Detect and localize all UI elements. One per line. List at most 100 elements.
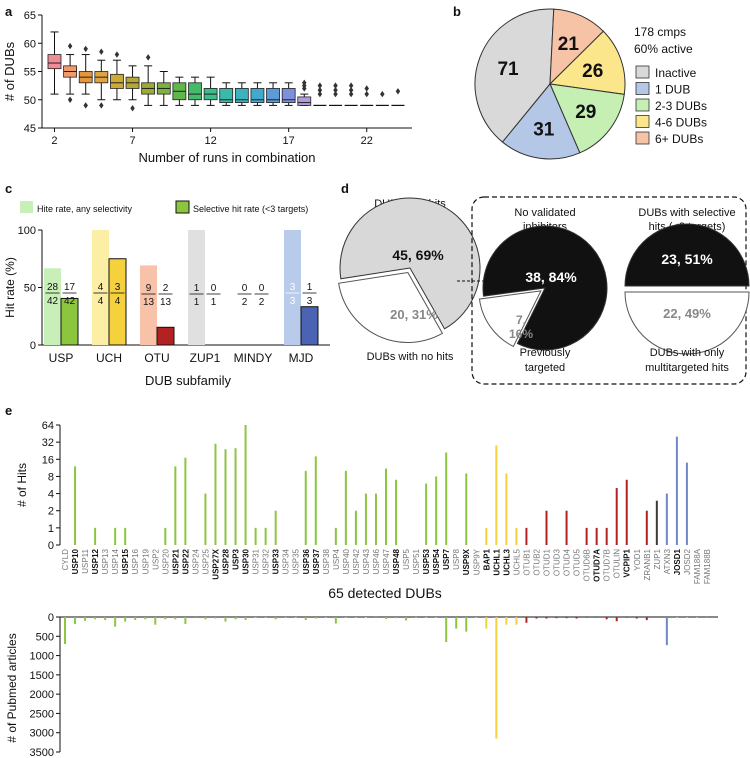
pie-major-label: 45, 69%	[392, 247, 444, 263]
box-body	[250, 88, 265, 103]
box-body	[188, 82, 202, 101]
outlier-point	[364, 85, 369, 92]
outlier-point	[380, 90, 385, 98]
outlier-point	[99, 102, 104, 109]
category-label: MJD	[289, 351, 314, 365]
x-tick-label: 7	[129, 135, 135, 147]
dub-category-label: FAM188A	[693, 548, 702, 584]
pie-slice-minor	[624, 291, 750, 355]
outlier-point	[333, 86, 338, 94]
box-12	[203, 76, 218, 106]
dub-category-label: OTUD7B	[603, 549, 612, 581]
y-tick-label: 64	[42, 420, 54, 432]
dub-category-label: USP37	[312, 548, 321, 574]
box-body	[219, 88, 234, 103]
dub-category-label: YOD1	[633, 548, 642, 570]
legend-swatch	[175, 200, 190, 214]
outlier-point	[317, 86, 323, 94]
dub-category-label: USP10	[71, 548, 80, 574]
dub-category-label: USP28	[222, 548, 231, 574]
y-tick-label: 1000	[30, 651, 54, 663]
fraction-denominator: 1	[211, 297, 217, 308]
fraction-denominator: 42	[47, 296, 59, 307]
x-axis-title: Number of runs in combination	[138, 150, 315, 165]
legend-label: Selective hit rate (<3 targets)	[193, 204, 308, 214]
y-tick-label: 60	[24, 38, 36, 50]
dub-category-label: USP36	[302, 548, 311, 574]
box-3	[63, 54, 78, 95]
outlier-point	[348, 86, 354, 94]
dub-category-label: OTULIN	[613, 549, 622, 579]
dub-category-label: USP31	[252, 548, 261, 574]
y-tick-label: 4	[48, 489, 54, 501]
pie-caption: DUBs with no hits	[367, 351, 454, 363]
bar-selective-hit-rate	[156, 326, 175, 346]
bar-selective-hit-rate	[60, 297, 79, 346]
dub-category-label: USP40	[342, 548, 351, 574]
dub-category-label: USP2	[151, 548, 160, 569]
legend-swatch	[635, 98, 650, 112]
fraction-numerator: 17	[64, 282, 76, 293]
legend-label: 4-6 DUBs	[655, 116, 707, 130]
fraction-denominator: 3	[290, 296, 296, 307]
fraction-numerator: 4	[98, 282, 104, 293]
category-label: MINDY	[234, 351, 273, 365]
dub-category-label: OTUD5	[573, 548, 582, 576]
category-label: ZUP1	[190, 351, 221, 365]
annotation-line: 60% active	[634, 42, 693, 56]
pie-caption: targeted	[525, 362, 565, 374]
box-5	[94, 59, 109, 101]
dub-category-label: UCHL1	[492, 548, 501, 575]
legend-swatch	[20, 201, 33, 213]
pie-title: No validated	[514, 207, 575, 219]
outlier-point	[302, 79, 307, 86]
pie-caption: multitargeted hits	[645, 362, 729, 374]
y-tick-label: 0	[48, 540, 54, 552]
slice-value-label: 71	[497, 59, 519, 80]
outlier-point	[130, 105, 135, 112]
dub-category-label: USP16	[131, 548, 140, 574]
panel-letter-a: a	[5, 4, 13, 19]
bar-any-hit-rate	[92, 230, 109, 345]
outlier-point	[67, 96, 73, 103]
dub-category-label: UCHL5	[512, 548, 521, 575]
box-body	[47, 54, 62, 70]
dub-category-label: USP24	[191, 548, 200, 574]
pie-caption: Previously	[520, 347, 571, 359]
legend-label: 2-3 DUBs	[655, 99, 707, 113]
pie-minor-label: 16%	[509, 327, 533, 341]
pie-minor-label: 20, 31%	[390, 307, 438, 322]
dub-category-label: JOSD2	[683, 548, 692, 574]
category-label: UCH	[96, 351, 122, 365]
legend-swatch	[635, 65, 650, 79]
dashed-group-box	[471, 196, 747, 385]
box-10	[172, 76, 187, 106]
y-axis-title: # of Hits	[15, 463, 29, 507]
dub-category-label: ZUP1	[653, 548, 662, 569]
box-13	[219, 82, 234, 106]
dub-category-label: ZRANB1	[643, 548, 652, 580]
fraction-numerator: 3	[115, 282, 121, 293]
bar-any-hit-rate	[140, 265, 157, 345]
dub-category-label: USP22	[181, 548, 190, 574]
pie-slice-major	[482, 225, 608, 351]
outlier-point	[317, 90, 323, 98]
fraction-denominator: 2	[242, 297, 248, 308]
dub-category-label: USP51	[412, 548, 421, 574]
outlier-point	[364, 90, 369, 98]
box-9	[156, 71, 171, 106]
x-tick-label: 12	[204, 135, 216, 147]
pie-slice	[474, 8, 555, 143]
y-tick-label: 32	[42, 437, 54, 449]
dub-category-label: VCPIP1	[623, 548, 632, 577]
fraction-denominator: 1	[194, 297, 200, 308]
outlier-point	[395, 88, 401, 95]
legend-label: Hite rate, any selectivity	[37, 204, 133, 214]
pie-slice	[501, 83, 581, 160]
box-8	[141, 65, 156, 106]
pie-slice-minor	[338, 271, 444, 343]
bar-selective-hit-rate	[108, 258, 127, 346]
slice-value-label: 26	[582, 61, 603, 82]
dub-category-label: USP21	[171, 548, 180, 574]
